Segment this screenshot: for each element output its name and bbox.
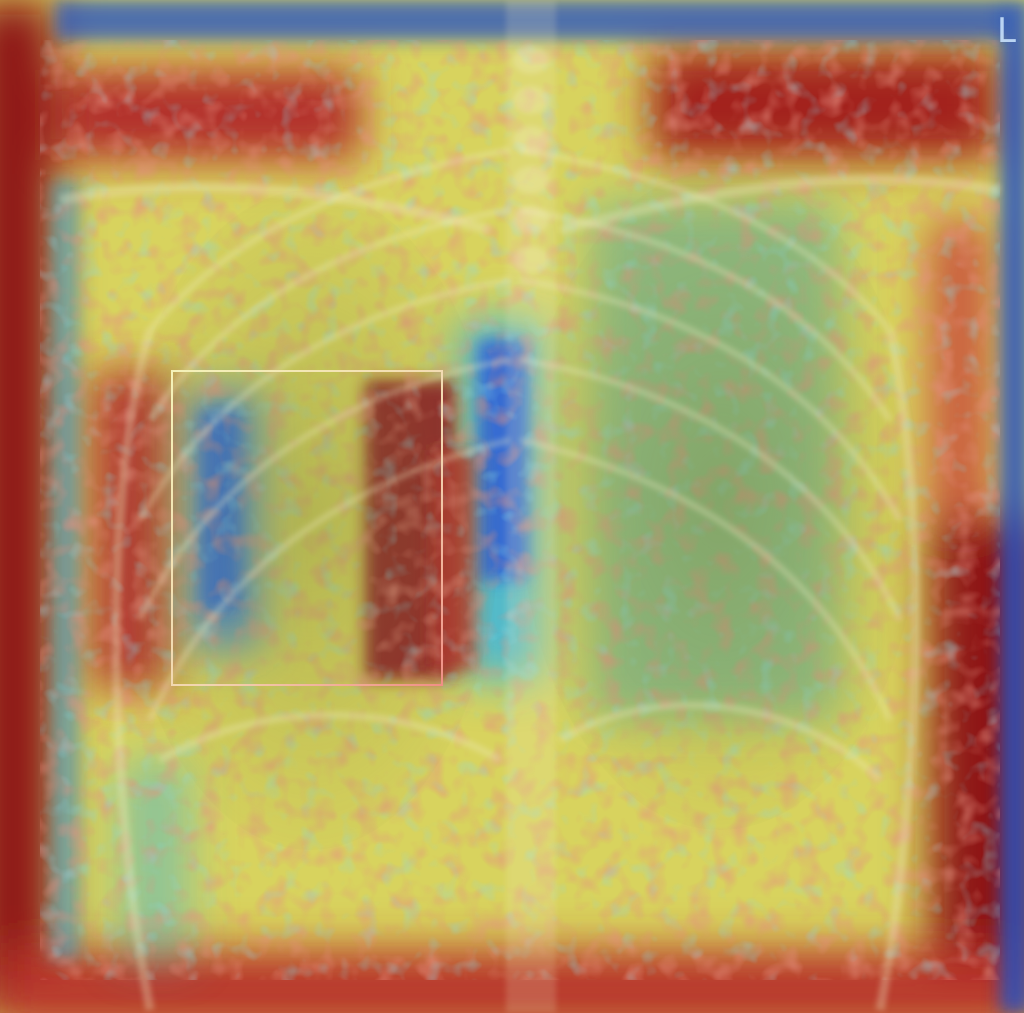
laterality-marker: L [997, 11, 1016, 51]
finding-bounding-box [171, 370, 443, 686]
